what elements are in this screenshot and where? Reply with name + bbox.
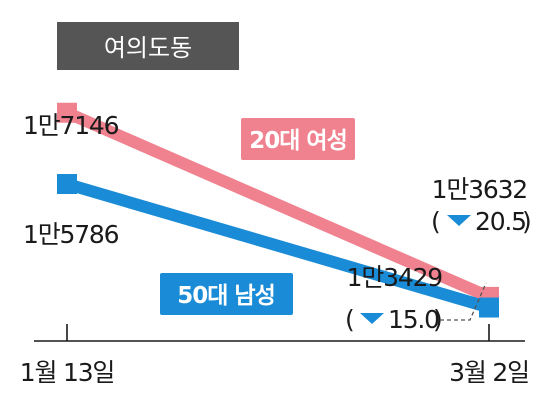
data-point-20s-female-start	[57, 102, 77, 123]
down-triangle-icon	[447, 215, 471, 226]
value-label-50s-male-start: 1만5786	[23, 220, 119, 249]
change-label-50s-male: ( 15.0 )	[345, 305, 443, 334]
value-label-20s-female-start: 1만7146	[23, 111, 119, 140]
series-line-50s-male	[65, 178, 491, 314]
paren-close: )	[433, 305, 442, 334]
title-badge: 여의도동	[57, 22, 239, 70]
value-label-50s-male-end: 1만3429	[347, 263, 443, 292]
change-value-50s-male: 15.0	[388, 305, 439, 334]
legend-50s-male: 50대 남성	[160, 273, 293, 315]
paren-open: (	[345, 305, 354, 334]
paren-open: (	[431, 207, 440, 236]
x-tick-label-0: 1월 13일	[20, 358, 114, 387]
series-line-20s-female	[64, 107, 492, 303]
data-point-50s-male-end	[479, 297, 499, 318]
x-tick-label-1: 3월 2일	[449, 358, 529, 387]
legend-20s-female: 20대 여성	[241, 118, 355, 160]
legend-box-20s-female	[241, 118, 355, 160]
legend-label-50s-male: 50대 남성	[177, 283, 275, 309]
legend-label-20s-female: 20대 여성	[249, 128, 347, 154]
change-label-20s-female: ( 20.5 )	[431, 207, 532, 236]
chart-title: 여의도동	[104, 34, 192, 62]
value-label-20s-female-end: 1만3632	[432, 175, 527, 204]
data-point-50s-male-start	[57, 174, 77, 195]
paren-close: )	[522, 207, 531, 236]
leader-line	[440, 282, 487, 321]
down-triangle-icon	[360, 313, 384, 324]
legend-box-50s-male	[160, 273, 293, 315]
change-value-20s-female: 20.5	[475, 207, 526, 236]
